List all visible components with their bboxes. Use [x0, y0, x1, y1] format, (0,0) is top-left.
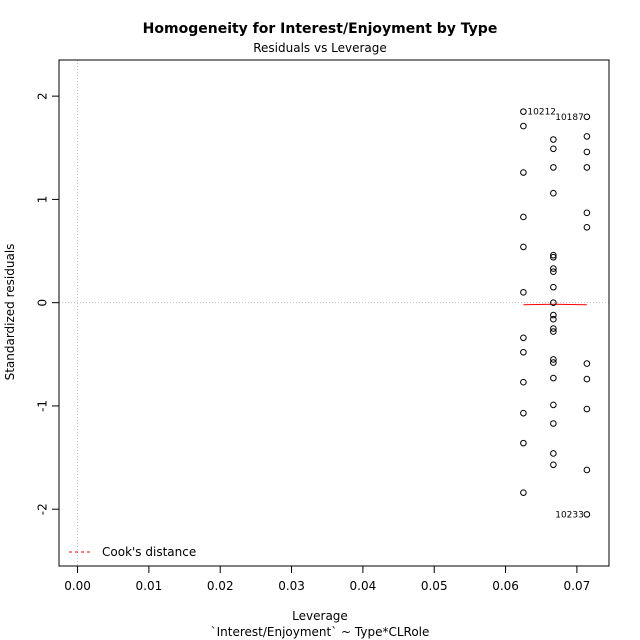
x-axis-label: Leverage [292, 609, 348, 623]
x-tick-label: 0.05 [421, 579, 448, 593]
data-point [520, 243, 527, 251]
x-tick-label: 0.06 [492, 579, 519, 593]
x-tick-label: 0.02 [207, 579, 234, 593]
data-point [583, 223, 591, 231]
data-point [550, 189, 557, 197]
y-tick-label: -1 [36, 400, 50, 412]
data-point [550, 265, 557, 272]
data-point [583, 113, 591, 121]
point-label: 10187 [555, 113, 584, 123]
x-tick-label: 0.04 [350, 579, 377, 593]
data-point [583, 148, 591, 156]
data-point [520, 334, 527, 342]
data-point [520, 439, 527, 447]
data-point [583, 466, 591, 474]
data-point [550, 325, 557, 332]
chart-subtitle: Residuals vs Leverage [253, 41, 387, 55]
y-tick-label: -2 [36, 503, 50, 515]
data-point [550, 164, 557, 171]
data-point [520, 108, 527, 115]
data-point [550, 253, 557, 261]
cooks-distance-legend-label: Cook's distance [102, 545, 196, 559]
data-point [550, 328, 557, 335]
data-point [550, 251, 557, 259]
data-point [550, 359, 557, 366]
data-point [583, 360, 591, 367]
point-label: 10233 [555, 510, 584, 520]
data-point [520, 348, 527, 356]
data-point [550, 356, 557, 363]
data-point [550, 420, 557, 427]
x-tick-label: 0.01 [136, 579, 163, 593]
data-point [583, 209, 591, 217]
data-point [520, 489, 527, 496]
data-point [520, 169, 527, 176]
data-point [583, 405, 591, 413]
data-point [550, 136, 557, 143]
smooth-line [523, 303, 587, 306]
data-point [550, 268, 557, 275]
chart-title: Homogeneity for Interest/Enjoyment by Ty… [142, 21, 498, 37]
data-point [550, 299, 557, 306]
data-point [550, 315, 557, 323]
data-point [550, 283, 557, 291]
data-point [550, 374, 557, 382]
data-point [583, 511, 591, 518]
x-tick-label: 0.07 [564, 579, 591, 593]
data-point [550, 401, 557, 409]
model-caption: `Interest/Enjoyment` ~ Type*CLRole [210, 625, 430, 639]
y-tick-label: 0 [36, 299, 50, 307]
data-point [550, 450, 557, 457]
data-point [520, 409, 527, 417]
data-point [550, 461, 557, 469]
data-point [520, 289, 527, 296]
x-tick-label: 0.03 [278, 579, 305, 593]
y-tick-label: 1 [36, 196, 50, 204]
plot-frame [58, 59, 610, 567]
data-point [520, 378, 527, 386]
point-label: 10212 [527, 108, 556, 118]
x-tick-label: 0.00 [64, 579, 91, 593]
data-point [520, 122, 527, 130]
data-point [550, 311, 557, 319]
data-point [583, 164, 591, 171]
y-tick-label: 2 [36, 92, 50, 100]
data-point [583, 133, 591, 140]
data-point [520, 213, 527, 221]
data-point [583, 375, 591, 383]
data-point [550, 145, 557, 153]
